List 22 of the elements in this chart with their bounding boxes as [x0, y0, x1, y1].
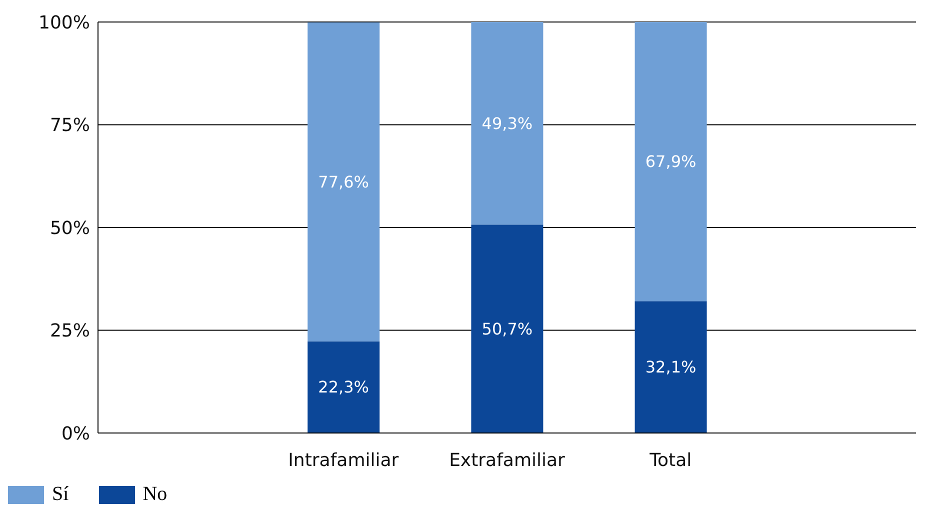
- bar: [634, 22, 707, 302]
- data-label: 49,3%: [482, 114, 533, 133]
- x-tick-label: Extrafamiliar: [449, 450, 566, 471]
- y-tick-label: 75%: [50, 115, 90, 136]
- bar: [471, 224, 544, 433]
- x-tick-label: Total: [648, 450, 692, 471]
- bar: [634, 301, 707, 433]
- y-tick-label: 100%: [38, 12, 90, 34]
- data-label: 67,9%: [645, 152, 696, 172]
- x-tick-label: Intrafamiliar: [288, 450, 400, 471]
- bar: [471, 22, 544, 225]
- data-label: 50,7%: [482, 319, 533, 338]
- data-label: 32,1%: [645, 358, 696, 377]
- legend-label: No: [142, 483, 168, 506]
- data-label: 77,6%: [318, 172, 370, 192]
- y-tick-label: 50%: [50, 218, 90, 239]
- legend-label: Sí: [52, 483, 69, 506]
- y-tick-label: 0%: [61, 423, 90, 444]
- bar: [308, 22, 380, 342]
- data-label: 22,3%: [318, 378, 370, 397]
- bar: [308, 341, 380, 433]
- y-tick-label: 25%: [50, 320, 90, 342]
